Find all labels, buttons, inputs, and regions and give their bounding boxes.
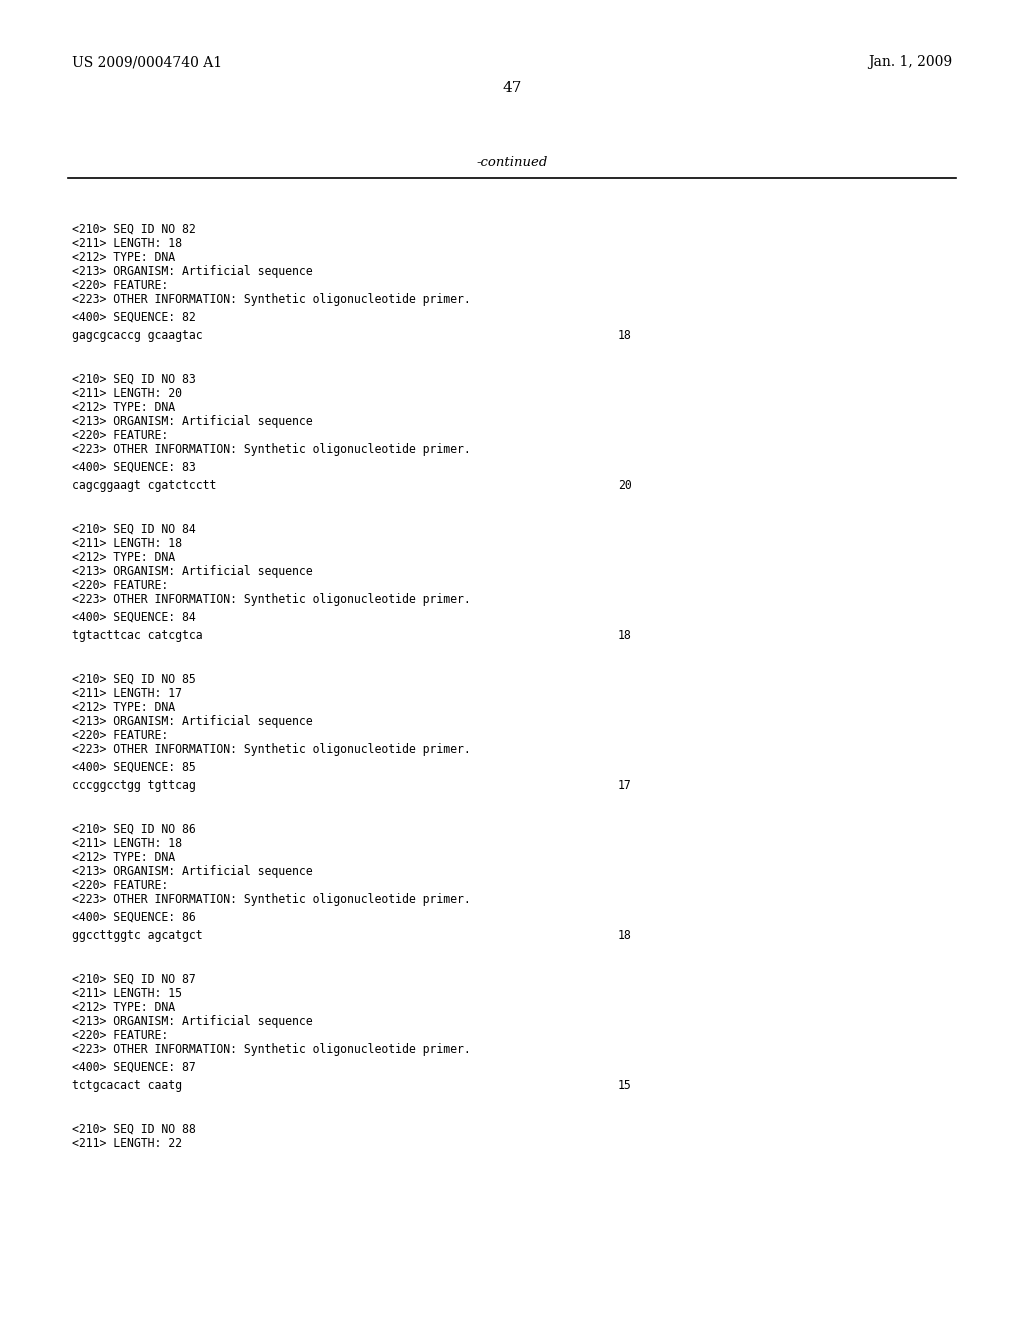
- Text: gagcgcaccg gcaagtac: gagcgcaccg gcaagtac: [72, 329, 203, 342]
- Text: <212> TYPE: DNA: <212> TYPE: DNA: [72, 701, 175, 714]
- Text: <213> ORGANISM: Artificial sequence: <213> ORGANISM: Artificial sequence: [72, 715, 312, 729]
- Text: <223> OTHER INFORMATION: Synthetic oligonucleotide primer.: <223> OTHER INFORMATION: Synthetic oligo…: [72, 894, 471, 906]
- Text: <211> LENGTH: 17: <211> LENGTH: 17: [72, 686, 182, 700]
- Text: <220> FEATURE:: <220> FEATURE:: [72, 729, 168, 742]
- Text: <212> TYPE: DNA: <212> TYPE: DNA: [72, 550, 175, 564]
- Text: <212> TYPE: DNA: <212> TYPE: DNA: [72, 851, 175, 865]
- Text: <220> FEATURE:: <220> FEATURE:: [72, 879, 168, 892]
- Text: <210> SEQ ID NO 85: <210> SEQ ID NO 85: [72, 673, 196, 686]
- Text: <223> OTHER INFORMATION: Synthetic oligonucleotide primer.: <223> OTHER INFORMATION: Synthetic oligo…: [72, 293, 471, 306]
- Text: <210> SEQ ID NO 83: <210> SEQ ID NO 83: [72, 374, 196, 385]
- Text: <212> TYPE: DNA: <212> TYPE: DNA: [72, 401, 175, 414]
- Text: -continued: -continued: [476, 157, 548, 169]
- Text: <211> LENGTH: 22: <211> LENGTH: 22: [72, 1137, 182, 1150]
- Text: 47: 47: [503, 81, 521, 95]
- Text: <211> LENGTH: 20: <211> LENGTH: 20: [72, 387, 182, 400]
- Text: <400> SEQUENCE: 87: <400> SEQUENCE: 87: [72, 1061, 196, 1074]
- Text: <211> LENGTH: 18: <211> LENGTH: 18: [72, 238, 182, 249]
- Text: 20: 20: [618, 479, 632, 492]
- Text: <210> SEQ ID NO 88: <210> SEQ ID NO 88: [72, 1123, 196, 1137]
- Text: <213> ORGANISM: Artificial sequence: <213> ORGANISM: Artificial sequence: [72, 1015, 312, 1028]
- Text: <223> OTHER INFORMATION: Synthetic oligonucleotide primer.: <223> OTHER INFORMATION: Synthetic oligo…: [72, 593, 471, 606]
- Text: 18: 18: [618, 329, 632, 342]
- Text: <211> LENGTH: 15: <211> LENGTH: 15: [72, 987, 182, 1001]
- Text: <213> ORGANISM: Artificial sequence: <213> ORGANISM: Artificial sequence: [72, 265, 312, 279]
- Text: 18: 18: [618, 929, 632, 942]
- Text: ggccttggtc agcatgct: ggccttggtc agcatgct: [72, 929, 203, 942]
- Text: <211> LENGTH: 18: <211> LENGTH: 18: [72, 537, 182, 550]
- Text: cagcggaagt cgatctcctt: cagcggaagt cgatctcctt: [72, 479, 216, 492]
- Text: <400> SEQUENCE: 83: <400> SEQUENCE: 83: [72, 461, 196, 474]
- Text: <213> ORGANISM: Artificial sequence: <213> ORGANISM: Artificial sequence: [72, 865, 312, 878]
- Text: <223> OTHER INFORMATION: Synthetic oligonucleotide primer.: <223> OTHER INFORMATION: Synthetic oligo…: [72, 444, 471, 455]
- Text: <211> LENGTH: 18: <211> LENGTH: 18: [72, 837, 182, 850]
- Text: <223> OTHER INFORMATION: Synthetic oligonucleotide primer.: <223> OTHER INFORMATION: Synthetic oligo…: [72, 1043, 471, 1056]
- Text: Jan. 1, 2009: Jan. 1, 2009: [868, 55, 952, 69]
- Text: <400> SEQUENCE: 82: <400> SEQUENCE: 82: [72, 312, 196, 323]
- Text: <220> FEATURE:: <220> FEATURE:: [72, 279, 168, 292]
- Text: cccggcctgg tgttcag: cccggcctgg tgttcag: [72, 779, 196, 792]
- Text: <210> SEQ ID NO 87: <210> SEQ ID NO 87: [72, 973, 196, 986]
- Text: <400> SEQUENCE: 85: <400> SEQUENCE: 85: [72, 762, 196, 774]
- Text: <213> ORGANISM: Artificial sequence: <213> ORGANISM: Artificial sequence: [72, 565, 312, 578]
- Text: <220> FEATURE:: <220> FEATURE:: [72, 429, 168, 442]
- Text: <212> TYPE: DNA: <212> TYPE: DNA: [72, 251, 175, 264]
- Text: 17: 17: [618, 779, 632, 792]
- Text: 15: 15: [618, 1078, 632, 1092]
- Text: <210> SEQ ID NO 86: <210> SEQ ID NO 86: [72, 822, 196, 836]
- Text: <213> ORGANISM: Artificial sequence: <213> ORGANISM: Artificial sequence: [72, 414, 312, 428]
- Text: <220> FEATURE:: <220> FEATURE:: [72, 1030, 168, 1041]
- Text: US 2009/0004740 A1: US 2009/0004740 A1: [72, 55, 222, 69]
- Text: <400> SEQUENCE: 86: <400> SEQUENCE: 86: [72, 911, 196, 924]
- Text: <212> TYPE: DNA: <212> TYPE: DNA: [72, 1001, 175, 1014]
- Text: <210> SEQ ID NO 82: <210> SEQ ID NO 82: [72, 223, 196, 236]
- Text: <400> SEQUENCE: 84: <400> SEQUENCE: 84: [72, 611, 196, 624]
- Text: <210> SEQ ID NO 84: <210> SEQ ID NO 84: [72, 523, 196, 536]
- Text: 18: 18: [618, 630, 632, 642]
- Text: <223> OTHER INFORMATION: Synthetic oligonucleotide primer.: <223> OTHER INFORMATION: Synthetic oligo…: [72, 743, 471, 756]
- Text: tctgcacact caatg: tctgcacact caatg: [72, 1078, 182, 1092]
- Text: tgtacttcac catcgtca: tgtacttcac catcgtca: [72, 630, 203, 642]
- Text: <220> FEATURE:: <220> FEATURE:: [72, 579, 168, 591]
